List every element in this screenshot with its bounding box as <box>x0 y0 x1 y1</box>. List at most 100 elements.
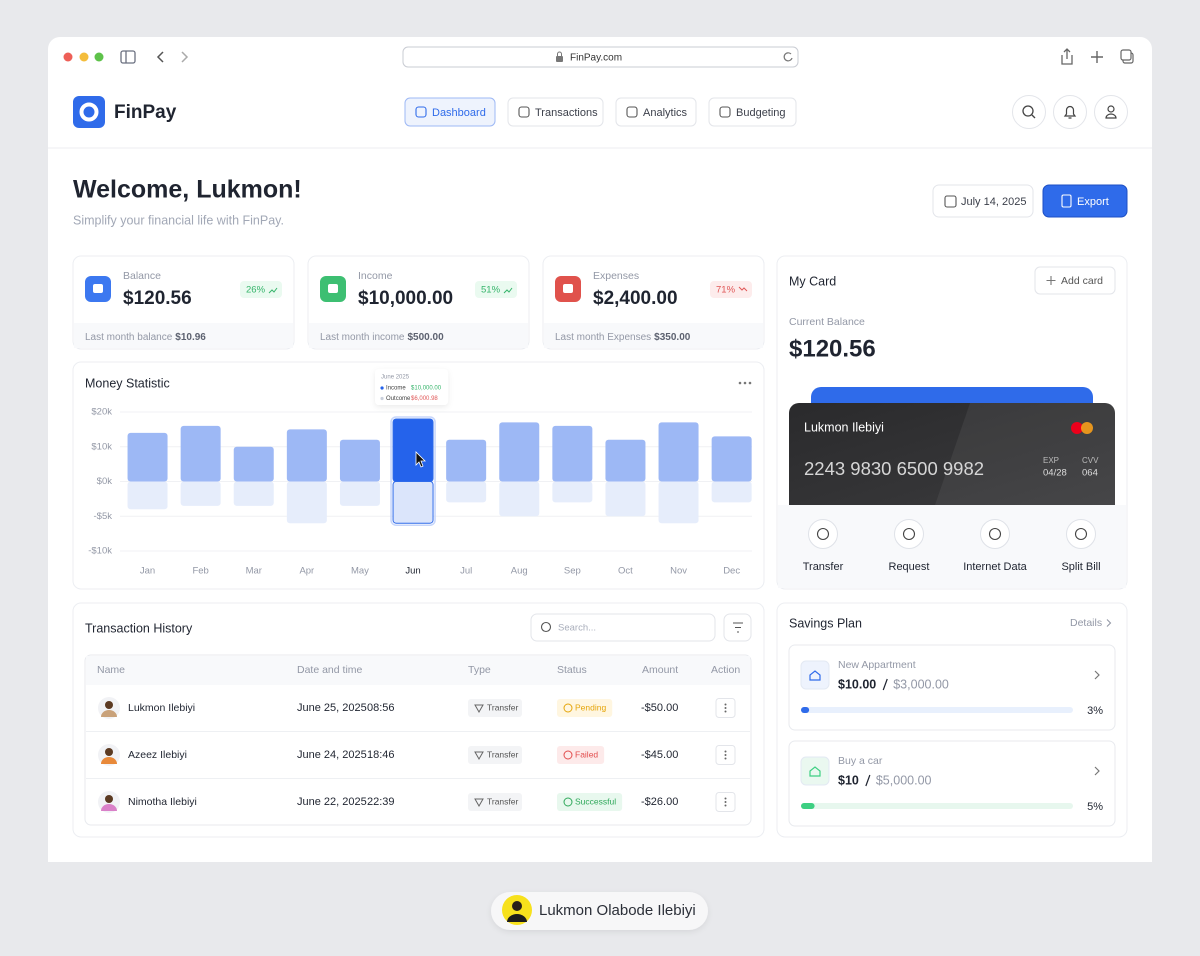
progress-fill <box>801 707 810 713</box>
nav-tab[interactable] <box>404 97 496 127</box>
stat-icon-glyph <box>563 284 573 293</box>
notification-button[interactable] <box>1053 95 1087 129</box>
action-label: Transfer <box>803 561 844 573</box>
type-icon <box>474 704 484 714</box>
avatar-head <box>105 795 113 803</box>
bar <box>339 439 380 482</box>
page-title: Welcome, Lukmon! <box>73 176 302 204</box>
plan-icon <box>800 660 830 690</box>
author-avatar-body <box>507 914 527 922</box>
savings-title: Savings Plan <box>789 616 862 630</box>
stat-change-badge <box>240 281 282 298</box>
nav-tab-icon <box>415 106 427 118</box>
plan-chevron <box>1094 766 1100 776</box>
logo[interactable] <box>73 96 105 128</box>
action-label: Split Bill <box>1061 561 1100 573</box>
nav-tab-icon <box>626 106 638 118</box>
bar <box>127 432 168 482</box>
avatar-body <box>101 757 117 764</box>
date-button[interactable] <box>932 184 1034 218</box>
y-tick-label: $10k <box>91 441 112 452</box>
forward-icon[interactable] <box>181 51 189 63</box>
bar <box>233 446 274 482</box>
search-button[interactable] <box>1012 95 1046 129</box>
reload-icon[interactable] <box>783 52 793 62</box>
add-card-button[interactable] <box>1034 266 1116 295</box>
bar <box>180 481 221 506</box>
nav-tab[interactable] <box>708 97 797 127</box>
plan-icon <box>800 756 830 786</box>
cursor <box>415 451 426 468</box>
details-link[interactable]: Details <box>1070 617 1102 629</box>
new-tab-icon[interactable] <box>1091 51 1103 63</box>
bar <box>339 481 380 506</box>
stat-icon-glyph <box>93 284 103 293</box>
date-label: July 14, 2025 <box>961 196 1026 208</box>
share-icon[interactable] <box>1061 48 1073 65</box>
zoom-dot[interactable] <box>94 52 104 62</box>
y-tick-label: -$10k <box>88 546 112 557</box>
action-button[interactable] <box>808 519 838 549</box>
time-cell: 08:56 <box>367 702 395 714</box>
x-tick-label: Aug <box>511 566 528 577</box>
stat-change: 71% <box>716 285 736 296</box>
sidebar-icon[interactable] <box>120 50 136 64</box>
tooltip-title: June 2025 <box>381 375 410 381</box>
action-label: Request <box>889 561 930 573</box>
action-button[interactable] <box>894 519 924 549</box>
status-icon <box>563 703 573 713</box>
time-cell: 22:39 <box>367 796 395 808</box>
plan-icon-glyph <box>809 766 821 777</box>
y-tick-label: $0k <box>97 476 113 487</box>
bar <box>392 481 434 524</box>
search-box[interactable] <box>530 613 716 642</box>
plan-saved: $10 <box>838 773 859 787</box>
column-header: Type <box>468 664 491 676</box>
stat-note-value: $500.00 <box>408 332 445 343</box>
stat-change: 26% <box>246 285 266 296</box>
stat-note-text: Last month Expenses <box>555 332 651 343</box>
details-chevron <box>1106 619 1112 627</box>
bar <box>605 439 646 482</box>
x-tick-label: Oct <box>618 566 633 577</box>
close-dot[interactable] <box>63 52 73 62</box>
stat-note-text: Last month balance <box>85 332 173 343</box>
export-icon <box>1061 194 1072 208</box>
balance-value: $120.56 <box>789 335 876 362</box>
menu-dot <box>724 703 727 706</box>
x-tick-label: May <box>351 566 369 577</box>
x-tick-label: Jan <box>140 566 155 577</box>
author-avatar-head <box>512 901 522 911</box>
bell-icon <box>1063 105 1077 119</box>
action-button[interactable] <box>980 519 1010 549</box>
avatar-head <box>105 701 113 709</box>
actions-bg <box>778 505 1126 588</box>
bar <box>392 418 434 483</box>
avatar-head <box>105 748 113 756</box>
nav-tab[interactable] <box>507 97 604 127</box>
user-icon-body <box>1105 113 1117 119</box>
nav-tab-icon <box>518 106 530 118</box>
time-cell: 18:46 <box>367 749 395 761</box>
type-icon <box>474 751 484 761</box>
minimize-dot[interactable] <box>79 52 89 62</box>
url-bar[interactable] <box>402 46 799 68</box>
export-button[interactable] <box>1042 184 1128 218</box>
back-icon[interactable] <box>156 51 164 63</box>
search-icon-handle <box>1031 114 1036 119</box>
type-cell: Transfer <box>487 749 519 759</box>
chart-title: Money Statistic <box>85 376 170 390</box>
trend-icon <box>738 286 748 292</box>
menu-dot <box>724 710 727 713</box>
action-label: Internet Data <box>963 561 1027 573</box>
browser-bar <box>63 46 1134 68</box>
action-icon <box>988 527 1002 541</box>
nav-tab[interactable] <box>615 97 697 127</box>
tooltip-series: Income <box>386 386 406 392</box>
action-button[interactable] <box>1066 519 1096 549</box>
x-tick-label: Feb <box>192 566 208 577</box>
more-dot <box>748 381 752 385</box>
bar <box>127 481 168 510</box>
nav-tab-label: Dashboard <box>432 107 486 119</box>
